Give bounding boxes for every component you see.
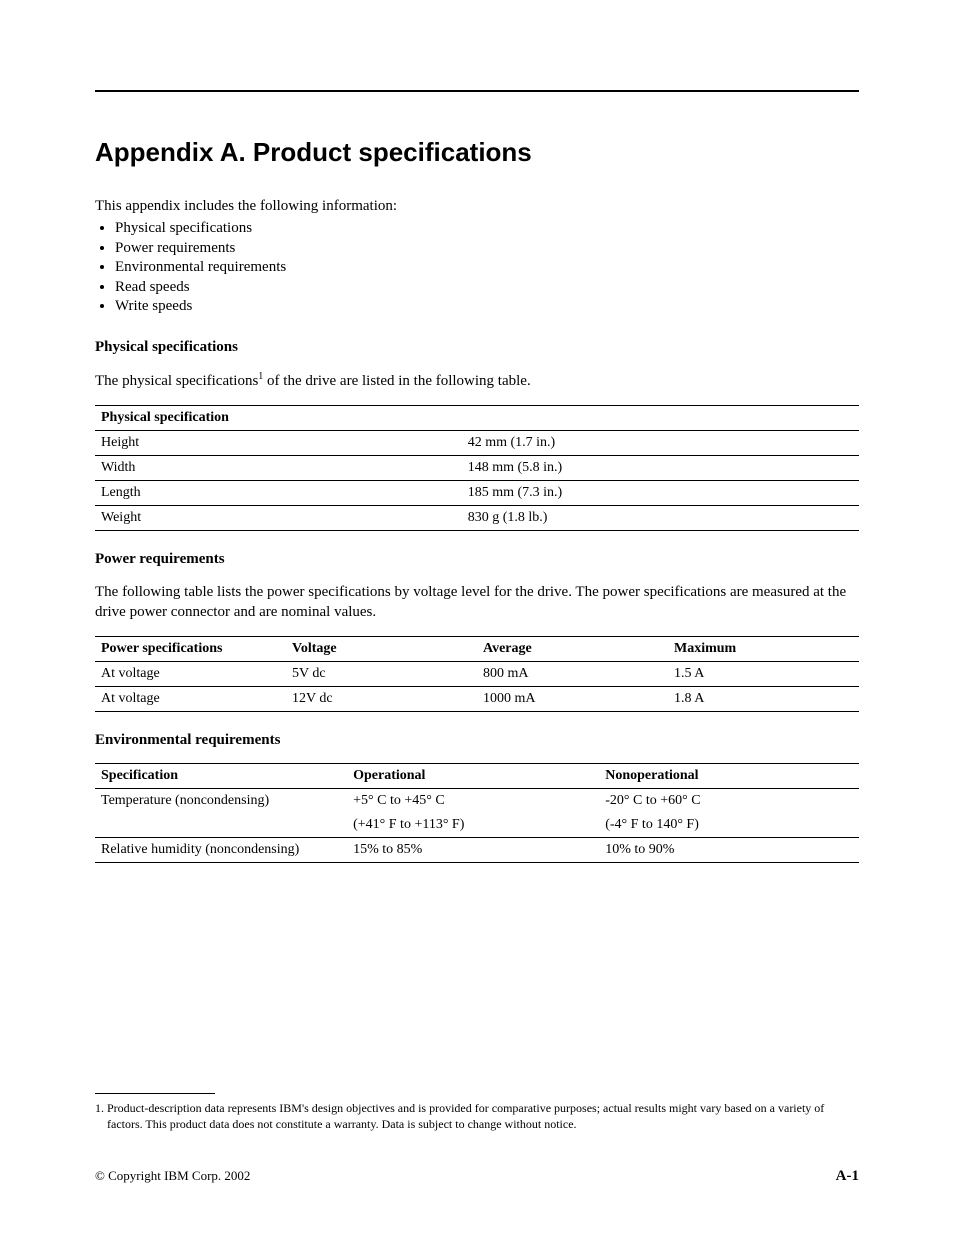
table-row: At voltage 12V dc 1000 mA 1.8 A	[95, 687, 859, 712]
power-table: Power specifications Voltage Average Max…	[95, 636, 859, 712]
power-heading: Power requirements	[95, 551, 859, 568]
cell: 800 mA	[477, 662, 668, 687]
table-header: Voltage	[286, 637, 477, 662]
cell: 1000 mA	[477, 687, 668, 712]
list-item: Write speeds	[115, 297, 859, 317]
list-item: Physical specifications	[115, 219, 859, 239]
env-table: Specification Operational Nonoperational…	[95, 763, 859, 863]
cell: +5° C to +45° C	[347, 789, 599, 814]
cell: 15% to 85%	[347, 838, 599, 863]
page-number: A-1	[836, 1168, 859, 1185]
cell-label: Height	[95, 430, 462, 455]
cell: 12V dc	[286, 687, 477, 712]
table-header: Specification	[95, 764, 347, 789]
list-item: Read speeds	[115, 278, 859, 298]
cell: 1.8 A	[668, 687, 859, 712]
intro-list: Physical specifications Power requiremen…	[95, 219, 859, 317]
cell-label: Length	[95, 480, 462, 505]
table-row: Width 148 mm (5.8 in.)	[95, 455, 859, 480]
table-header: Power specifications	[95, 637, 286, 662]
list-item: Power requirements	[115, 239, 859, 259]
cell: (-4° F to 140° F)	[599, 813, 859, 838]
cell-value: 42 mm (1.7 in.)	[462, 430, 859, 455]
table-row: Height 42 mm (1.7 in.)	[95, 430, 859, 455]
cell: 10% to 90%	[599, 838, 859, 863]
list-item: Environmental requirements	[115, 258, 859, 278]
cell: At voltage	[95, 687, 286, 712]
cell-value: 148 mm (5.8 in.)	[462, 455, 859, 480]
table-row: Relative humidity (noncondensing) 15% to…	[95, 838, 859, 863]
cell: At voltage	[95, 662, 286, 687]
footnote-rule	[95, 1093, 215, 1094]
cell: 5V dc	[286, 662, 477, 687]
table-header: Average	[477, 637, 668, 662]
footer: © Copyright IBM Corp. 2002 A-1	[95, 1168, 859, 1185]
table-header: Nonoperational	[599, 764, 859, 789]
physical-heading: Physical specifications	[95, 339, 859, 356]
table-header: Maximum	[668, 637, 859, 662]
footnote-num: 1.	[95, 1101, 104, 1115]
power-body: The following table lists the power spec…	[95, 582, 859, 623]
cell-label	[95, 813, 347, 838]
table-row: At voltage 5V dc 800 mA 1.5 A	[95, 662, 859, 687]
physical-table: Physical specification Height 42 mm (1.7…	[95, 405, 859, 531]
intro-text: This appendix includes the following inf…	[95, 198, 859, 215]
cell-label: Width	[95, 455, 462, 480]
page-title: Appendix A. Product specifications	[95, 137, 859, 168]
cell-value: 185 mm (7.3 in.)	[462, 480, 859, 505]
cell: -20° C to +60° C	[599, 789, 859, 814]
body-text: The physical specifications	[95, 373, 258, 389]
footnote-text: Product-description data represents IBM'…	[107, 1101, 824, 1131]
table-row: (+41° F to +113° F) (-4° F to 140° F)	[95, 813, 859, 838]
footnote: 1. Product-description data represents I…	[95, 1100, 859, 1132]
cell-label: Weight	[95, 505, 462, 530]
cell-label: Temperature (noncondensing)	[95, 789, 347, 814]
body-text: of the drive are listed in the following…	[263, 373, 530, 389]
env-heading: Environmental requirements	[95, 732, 859, 749]
table-header: Physical specification	[95, 405, 859, 430]
page: Appendix A. Product specifications This …	[0, 0, 954, 1235]
table-header: Operational	[347, 764, 599, 789]
physical-body: The physical specifications1 of the driv…	[95, 370, 859, 391]
cell-label: Relative humidity (noncondensing)	[95, 838, 347, 863]
table-row: Length 185 mm (7.3 in.)	[95, 480, 859, 505]
copyright: © Copyright IBM Corp. 2002	[95, 1168, 250, 1185]
cell: 1.5 A	[668, 662, 859, 687]
cell-value: 830 g (1.8 lb.)	[462, 505, 859, 530]
table-row: Weight 830 g (1.8 lb.)	[95, 505, 859, 530]
table-row: Temperature (noncondensing) +5° C to +45…	[95, 789, 859, 814]
top-rule	[95, 90, 859, 92]
cell: (+41° F to +113° F)	[347, 813, 599, 838]
